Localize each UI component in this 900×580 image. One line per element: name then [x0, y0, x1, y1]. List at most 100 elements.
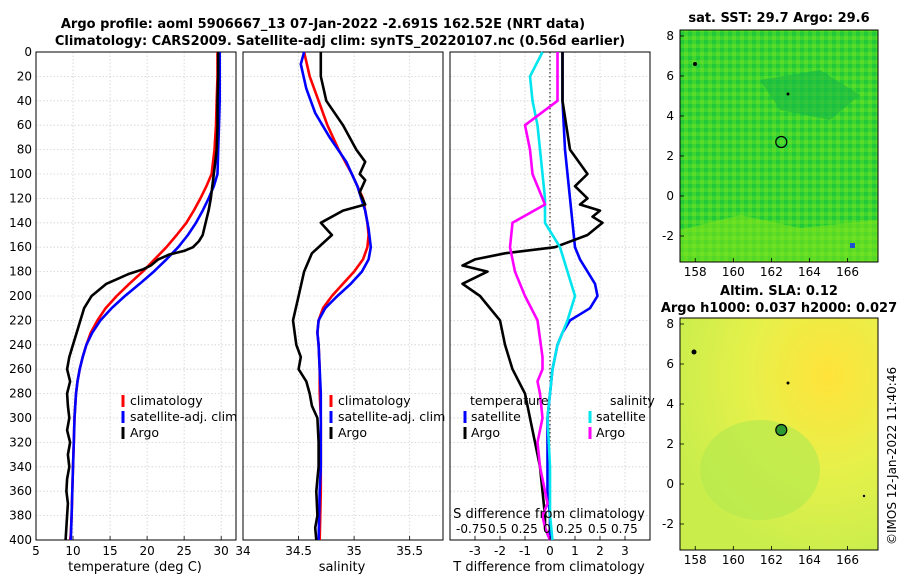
- map-y-tick-label: 2: [666, 149, 674, 163]
- legend-label-s-satellite: satellite: [596, 409, 646, 424]
- y-tick-label: 120: [9, 191, 32, 205]
- island-marker: [693, 62, 697, 66]
- y-tick-label: 0: [24, 45, 32, 59]
- figure-title-line2: Climatology: CARS2009. Satellite-adj cli…: [55, 34, 625, 49]
- legend-label-argo: Argo: [338, 425, 367, 440]
- sla-map-title: Altim. SLA: 0.12: [720, 284, 838, 299]
- legend-label-t-satellite: satellite: [471, 409, 521, 424]
- map-y-tick-label: 6: [666, 69, 674, 83]
- salinity-axes-box: [242, 51, 444, 541]
- y-tick-label: 400: [9, 533, 32, 547]
- y-tick-label: 340: [9, 460, 32, 474]
- y-tick-label: 180: [9, 265, 32, 279]
- s-tick-label: -0.75: [456, 522, 487, 536]
- legend-label-satellite: satellite-adj. clim: [130, 409, 237, 424]
- map-y-tick-label: 4: [666, 397, 674, 411]
- map-y-tick-label: 0: [666, 189, 674, 203]
- x-tick-label: 35: [346, 544, 361, 558]
- salinity-ticks: 34.5 35 35.5 34: [235, 536, 423, 558]
- salinity-xlabel: salinity: [319, 560, 366, 575]
- legend-header-temperature: temperature: [470, 393, 549, 408]
- difference-ticks: -3 -2 -1 0 1 2 3: [469, 536, 629, 558]
- difference-panel: -3 -2 -1 0 1 2 3 S difference from climatology…: [449, 51, 655, 575]
- temperature-series: [64, 52, 221, 541]
- island-marker: [786, 381, 790, 385]
- difference-series: [461, 51, 604, 541]
- y-tick-label: 220: [9, 313, 32, 327]
- y-tick-label: 320: [9, 435, 32, 449]
- x-tick-label: -3: [469, 544, 481, 558]
- x-tick-label: 3: [621, 544, 629, 558]
- x-tick-label: 10: [65, 544, 80, 558]
- y-tick-label: 260: [9, 362, 32, 376]
- sla-low-patch: [700, 420, 820, 520]
- s-tick-label: 0: [543, 522, 551, 536]
- legend-label-climatology: climatology: [338, 393, 411, 408]
- s-difference-label: S difference from climatology: [453, 507, 645, 522]
- legend-label-climatology: climatology: [130, 393, 203, 408]
- map-x-tick-label: 160: [722, 553, 745, 567]
- y-tick-label: 200: [9, 289, 32, 303]
- y-tick-label: 160: [9, 240, 32, 254]
- x-tick-label: 15: [102, 544, 117, 558]
- x-tick-label: 25: [177, 544, 192, 558]
- difference-legend: temperature salinity satellite Argo sate…: [463, 393, 655, 440]
- series-line-s-satellite: [528, 51, 577, 541]
- sst-map-title: sat. SST: 29.7 Argo: 29.6: [688, 11, 869, 26]
- x-tick-label: 0: [546, 544, 554, 558]
- legend-header-salinity: salinity: [610, 393, 655, 408]
- map-x-tick-label: 166: [836, 553, 859, 567]
- s-tick-label: 0.25: [556, 522, 583, 536]
- sst-map-panel: sat. SST: 29.7 Argo: 29.6 158 160 162 164 16…: [662, 11, 879, 279]
- x-tick-label: 35.5: [396, 544, 423, 558]
- x-tick-label: 1: [571, 544, 579, 558]
- sla-map-panel: Altim. SLA: 0.12 Argo h1000: 0.037 h2000…: [661, 284, 897, 567]
- sst-cool-patch: [760, 70, 860, 120]
- map-y-tick-label: 8: [666, 317, 674, 331]
- series-line-argo: [291, 52, 367, 541]
- sla-axes-box: [679, 317, 879, 551]
- y-tick-label: 380: [9, 509, 32, 523]
- argo-location-marker: [775, 423, 788, 437]
- map-x-tick-label: 164: [798, 553, 821, 567]
- x-tick-label: 34: [235, 544, 250, 558]
- temperature-axes-box: [35, 51, 237, 541]
- legend-label-satellite: satellite-adj. clim: [338, 409, 445, 424]
- map-y-tick-label: -2: [662, 229, 674, 243]
- x-tick-label: -1: [519, 544, 531, 558]
- sst-axes-box: [679, 29, 879, 263]
- x-tick-label: -2: [494, 544, 506, 558]
- salinity-grid: [243, 51, 443, 541]
- x-tick-label: 5: [32, 544, 40, 558]
- argo-location-marker: [775, 135, 788, 149]
- sla-map-ticks: 158 160 162 164 166 8 6 4 2 0 -2: [662, 317, 859, 567]
- legend-label-t-argo: Argo: [471, 425, 500, 440]
- figure-title-line1: Argo profile: aoml 5906667_13 07-Jan-202…: [61, 17, 585, 32]
- y-tick-label: 40: [17, 94, 32, 108]
- y-tick-label: 80: [17, 143, 32, 157]
- y-tick-label: 300: [9, 411, 32, 425]
- s-difference-ticklabels: -0.75 0.5 0.25 0 0.25 0.5 0.75: [456, 522, 638, 536]
- s-tick-label: 0.25: [511, 522, 538, 536]
- y-tick-label: 20: [17, 69, 32, 83]
- difference-xlabel: T difference from climatology: [452, 560, 645, 575]
- y-tick-label: 360: [9, 484, 32, 498]
- map-x-tick-label: 166: [836, 265, 859, 279]
- temperature-panel: 0 20 40 60 80 100 120 140 160 180 200 220 240 260 280 3…: [9, 45, 237, 575]
- map-y-tick-label: 4: [666, 109, 674, 123]
- island-marker: [691, 349, 697, 355]
- map-x-tick-label: 162: [760, 553, 783, 567]
- y-tick-label: 100: [9, 167, 32, 181]
- series-line-satellite-adj-clim: [299, 51, 373, 541]
- legend-label-argo: Argo: [130, 425, 159, 440]
- x-tick-label: 34.5: [285, 544, 312, 558]
- temperature-legend: climatology satellite-adj. clim Argo: [121, 393, 237, 440]
- island-marker: [786, 92, 790, 96]
- map-y-tick-label: 2: [666, 437, 674, 451]
- temperature-grid: [35, 51, 236, 541]
- map-x-tick-label: 162: [760, 265, 783, 279]
- temperature-ticks: 0 20 40 60 80 100 120 140 160 180 200 220 240 260 280 3…: [9, 45, 229, 558]
- s-tick-label: 0.5: [488, 522, 507, 536]
- map-x-tick-label: 164: [798, 265, 821, 279]
